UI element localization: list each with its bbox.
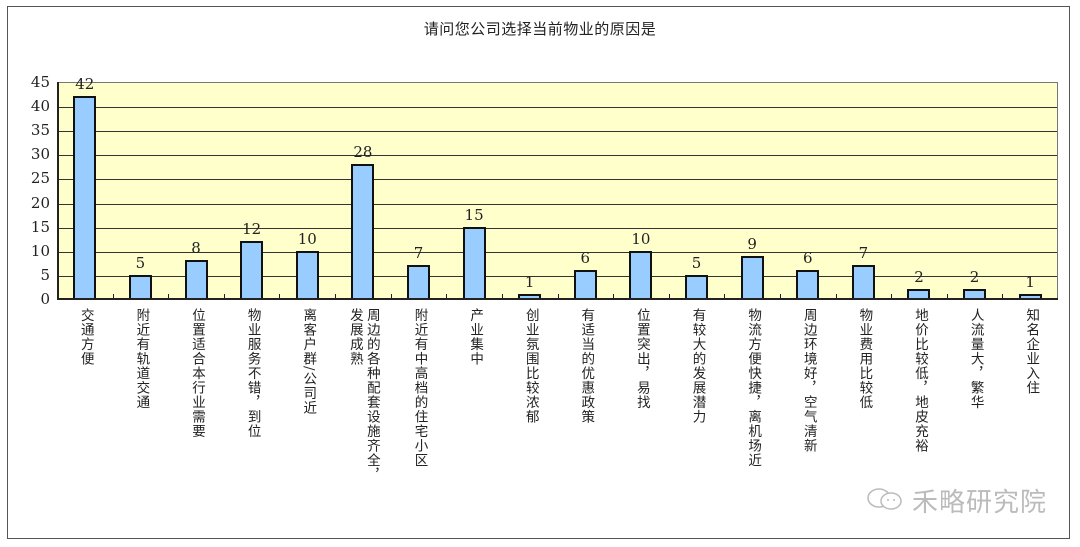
category-label: 交通方便 [77, 308, 94, 366]
bar [351, 163, 375, 300]
bar [629, 250, 653, 300]
gridline [57, 251, 1057, 253]
y-tick-label: 5 [40, 265, 50, 284]
category-label: 地价比较低，地皮充裕 [911, 308, 928, 453]
category-label: 位置突出，易找 [633, 308, 650, 410]
gridline [57, 131, 1057, 133]
category-label: 知名企业入住 [1023, 308, 1040, 395]
y-tick-label: 0 [40, 290, 50, 308]
x-tick [613, 294, 615, 299]
category-label: 有较大的发展潜力 [689, 308, 706, 424]
value-label: 5 [691, 253, 702, 272]
x-tick [557, 294, 559, 299]
y-axis [57, 82, 59, 300]
value-label: 2 [914, 268, 924, 287]
y-tick-label: 35 [30, 121, 50, 140]
value-label: 2 [969, 268, 980, 287]
gridline [57, 275, 1057, 277]
x-tick [668, 294, 670, 299]
chart-title: 请问您公司选择当前物业的原因是 [423, 20, 657, 38]
value-label: 10 [631, 229, 651, 248]
x-tick [335, 294, 337, 299]
y-tick-label: 10 [30, 241, 50, 260]
x-tick [1002, 294, 1004, 299]
value-label: 28 [353, 142, 373, 161]
value-label: 7 [413, 244, 424, 263]
gridline [57, 203, 1057, 205]
bar [685, 274, 709, 300]
category-label: 附近有中高档的住宅小区 [411, 308, 428, 468]
wechat-icon [867, 488, 902, 510]
value-label: 9 [747, 234, 757, 253]
gridline [57, 179, 1057, 181]
bar [740, 255, 764, 300]
gridline [57, 155, 1057, 157]
value-label: 1 [1025, 273, 1035, 292]
category-label: 周边环境好，空气清新 [800, 308, 817, 453]
x-tick [779, 294, 781, 299]
x-tick [501, 294, 503, 299]
value-label: 5 [135, 253, 146, 272]
gridline [57, 227, 1057, 229]
category-label: 位置适合本行业需要 [189, 308, 206, 439]
value-label: 42 [75, 75, 95, 94]
category-label: 离客户群/公司近 [300, 308, 317, 416]
x-tick [946, 294, 948, 299]
category-label: 物业服务不错，到位 [244, 308, 261, 439]
value-label: 12 [242, 220, 262, 239]
x-tick [279, 294, 281, 299]
y-tick-label: 40 [30, 97, 50, 116]
value-label: 8 [191, 239, 201, 258]
x-tick [223, 294, 225, 299]
value-label: 7 [858, 244, 869, 263]
plot-area [57, 82, 1058, 299]
bar [406, 265, 430, 300]
x-tick [390, 294, 392, 299]
y-tick-label: 20 [30, 193, 50, 212]
x-tick [835, 294, 837, 299]
bar [73, 96, 97, 300]
bar [184, 260, 208, 300]
category-label: 周边的各种配套设施齐全， 发展成熟 [346, 308, 380, 482]
category-label: 物流方便快捷，离机场近 [745, 308, 762, 468]
value-label: 15 [464, 205, 484, 224]
bar [573, 270, 597, 300]
value-label: 1 [524, 273, 535, 292]
gridline [57, 107, 1057, 109]
x-tick [168, 294, 170, 299]
value-label: 6 [580, 249, 591, 268]
category-label: 创业氛围比较浓郁 [522, 308, 539, 424]
bar [128, 274, 152, 300]
x-tick [446, 294, 448, 299]
bar [240, 241, 264, 300]
category-label: 附近有轨道交通 [133, 308, 150, 410]
x-tick [891, 294, 893, 299]
category-label: 有适当的优惠政策 [578, 308, 595, 424]
y-tick-label: 30 [30, 145, 50, 164]
y-tick-label: 45 [30, 73, 50, 91]
x-tick [112, 294, 114, 299]
y-tick-label: 25 [30, 169, 50, 188]
x-tick [724, 294, 726, 299]
bar [851, 265, 875, 300]
x-axis [57, 298, 1058, 300]
bar [295, 250, 319, 300]
category-label: 物业费用比较低 [856, 308, 873, 410]
value-label: 10 [297, 229, 317, 248]
bar [796, 270, 820, 300]
watermark: 禾略研究院 [912, 488, 1048, 518]
bar [462, 226, 486, 300]
category-label: 人流量大，繁华 [967, 308, 984, 410]
y-tick-label: 15 [30, 217, 50, 236]
value-label: 6 [802, 249, 813, 268]
category-label: 产业集中 [467, 308, 484, 366]
